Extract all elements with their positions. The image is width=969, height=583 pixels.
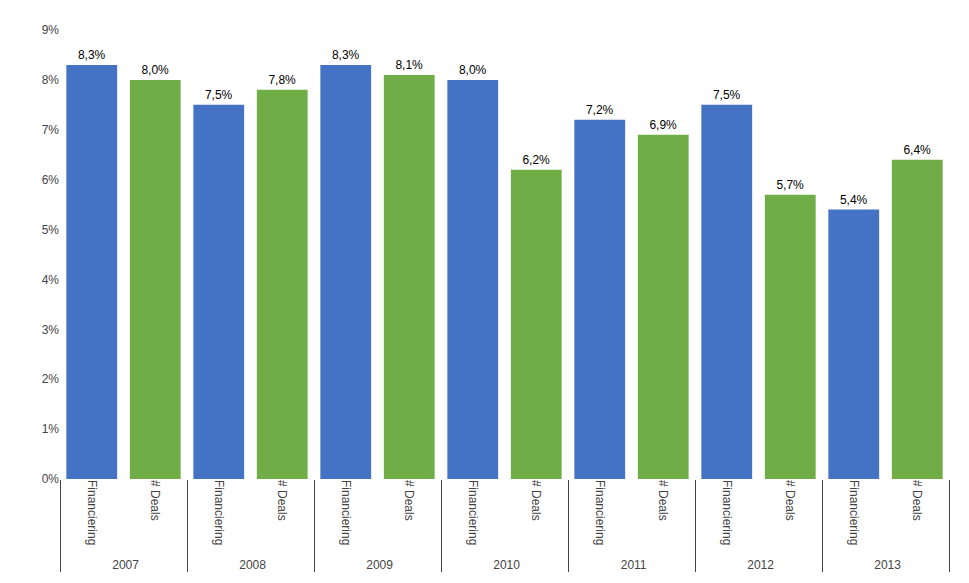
svg-text:7%: 7% — [42, 123, 60, 137]
svg-text:5,7%: 5,7% — [776, 178, 804, 192]
svg-text:6%: 6% — [42, 173, 60, 187]
svg-text:1%: 1% — [42, 422, 60, 436]
svg-text:Financiering: Financiering — [466, 480, 480, 545]
svg-text:Financiering: Financiering — [720, 480, 734, 545]
svg-text:Financiering: Financiering — [339, 480, 353, 545]
svg-text:# Deals: # Deals — [656, 480, 670, 521]
svg-text:2012: 2012 — [747, 558, 774, 572]
svg-text:# Deals: # Deals — [148, 480, 162, 521]
svg-text:0%: 0% — [42, 472, 60, 486]
svg-text:8,3%: 8,3% — [78, 48, 106, 62]
svg-text:2009: 2009 — [366, 558, 393, 572]
svg-text:8,1%: 8,1% — [395, 58, 423, 72]
svg-text:# Deals: # Deals — [529, 480, 543, 521]
svg-text:8%: 8% — [42, 73, 60, 87]
svg-text:2%: 2% — [42, 372, 60, 386]
svg-text:5,4%: 5,4% — [840, 193, 868, 207]
svg-text:7,8%: 7,8% — [268, 73, 296, 87]
svg-text:2007: 2007 — [112, 558, 139, 572]
svg-text:7,5%: 7,5% — [713, 88, 741, 102]
svg-text:# Deals: # Deals — [275, 480, 289, 521]
svg-text:Financiering: Financiering — [847, 480, 861, 545]
svg-text:2010: 2010 — [493, 558, 520, 572]
svg-text:7,5%: 7,5% — [205, 88, 233, 102]
svg-text:# Deals: # Deals — [910, 480, 924, 521]
svg-text:7,2%: 7,2% — [586, 103, 614, 117]
svg-text:9%: 9% — [42, 23, 60, 37]
svg-text:Financiering: Financiering — [593, 480, 607, 545]
svg-text:3%: 3% — [42, 323, 60, 337]
svg-text:8,3%: 8,3% — [332, 48, 360, 62]
svg-text:8,0%: 8,0% — [141, 63, 169, 77]
svg-text:4%: 4% — [42, 273, 60, 287]
svg-text:5%: 5% — [42, 223, 60, 237]
svg-text:# Deals: # Deals — [783, 480, 797, 521]
svg-text:6,4%: 6,4% — [903, 143, 931, 157]
svg-text:6,9%: 6,9% — [649, 118, 677, 132]
svg-text:6,2%: 6,2% — [522, 153, 550, 167]
svg-text:Financiering: Financiering — [212, 480, 226, 545]
svg-text:Financiering: Financiering — [85, 480, 99, 545]
svg-text:8,0%: 8,0% — [459, 63, 487, 77]
svg-text:2011: 2011 — [621, 558, 647, 572]
svg-text:2008: 2008 — [239, 558, 266, 572]
svg-text:# Deals: # Deals — [402, 480, 416, 521]
svg-text:2013: 2013 — [874, 558, 901, 572]
